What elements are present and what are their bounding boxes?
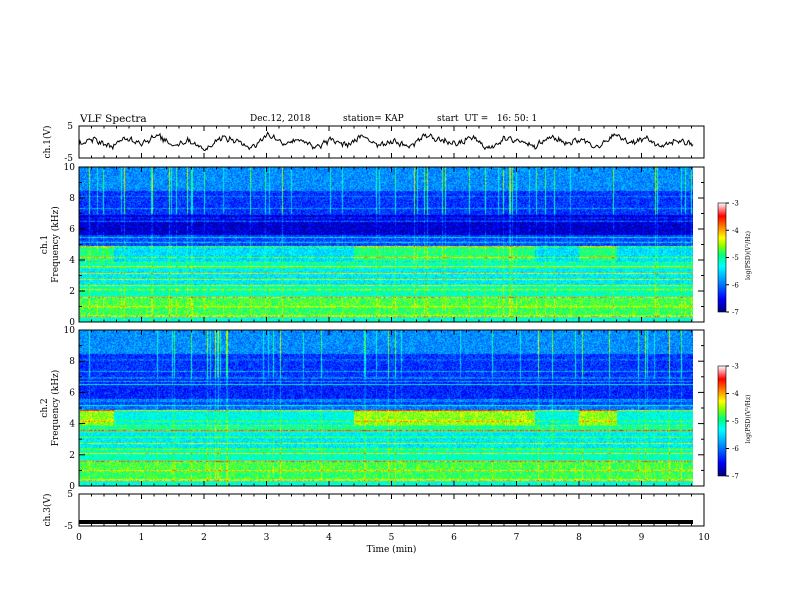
colorbar-tick-label: -3 (732, 363, 739, 371)
x-tick-label: 0 (76, 533, 82, 543)
colorbar-label: log(PSD)(V²/Hz) (745, 231, 752, 280)
y-tick-label: 5 (67, 490, 73, 500)
y-tick-label: 4 (69, 256, 75, 266)
header-date: Dec.12, 2018 (250, 114, 311, 124)
x-tick-label: 5 (389, 533, 395, 543)
x-axis-label: Time (min) (367, 544, 417, 555)
ch1-spectrogram-image (79, 167, 693, 322)
colorbar-1 (717, 202, 727, 313)
colorbar-tick-label: -6 (732, 445, 739, 453)
y-axis-label: ch.2 (40, 398, 50, 417)
colorbar-tick-label: -7 (732, 309, 739, 317)
y-tick-label: 0 (69, 482, 75, 492)
spectrogram-layer (79, 167, 693, 486)
x-tick-label: 3 (264, 533, 270, 543)
colorbar-tick-label: -5 (732, 418, 739, 426)
colorbar-tick-label: -7 (732, 473, 739, 481)
x-tick-label: 8 (576, 533, 582, 543)
colorbar-label: log(PSD)(V²/Hz) (745, 395, 752, 444)
y-axis-label: ch.3(V) (42, 494, 53, 527)
y-tick-label: -5 (64, 154, 73, 164)
x-tick-label: 7 (514, 533, 520, 543)
y-tick-label: 10 (64, 326, 76, 336)
y-tick-label: 6 (69, 225, 75, 235)
colorbar-2 (717, 365, 727, 477)
y-tick-label: -5 (64, 522, 73, 532)
y-tick-label: 8 (69, 194, 75, 204)
x-tick-label: 9 (639, 533, 645, 543)
y-tick-label: 0 (69, 318, 75, 328)
colorbar-tick-label: -6 (732, 281, 739, 289)
y-tick-label: 5 (67, 122, 73, 132)
x-tick-label: 6 (451, 533, 457, 543)
header-title: VLF Spectra (80, 113, 147, 125)
y-tick-label: 10 (64, 163, 76, 173)
ch1-waveform-trace (78, 131, 694, 152)
colorbar-tick-label: -3 (732, 200, 739, 208)
y-axis-label: ch.1(V) (42, 126, 53, 159)
y-tick-label: 2 (69, 287, 75, 297)
y-tick-label: 8 (69, 357, 75, 367)
colorbar-tick-label: -4 (732, 390, 739, 398)
y-tick-label: 4 (69, 420, 75, 430)
colorbar-tick-label: -4 (732, 227, 739, 235)
x-tick-label: 1 (139, 533, 145, 543)
header-start-time: start UT = 16: 50: 1 (437, 114, 538, 124)
y-tick-label: 2 (69, 451, 75, 461)
x-tick-label: 10 (698, 533, 710, 543)
y-axis-label: Frequency (kHz) (50, 206, 61, 283)
header-station: station= KAP (343, 114, 404, 124)
y-tick-label: 6 (69, 388, 75, 398)
x-tick-label: 4 (326, 533, 332, 543)
y-axis-label: ch.1 (40, 235, 50, 254)
ch2-spectrogram-image (79, 330, 693, 486)
y-axis-label: Frequency (kHz) (50, 370, 61, 447)
colorbar-tick-label: -5 (732, 254, 739, 262)
x-tick-label: 2 (201, 533, 207, 543)
